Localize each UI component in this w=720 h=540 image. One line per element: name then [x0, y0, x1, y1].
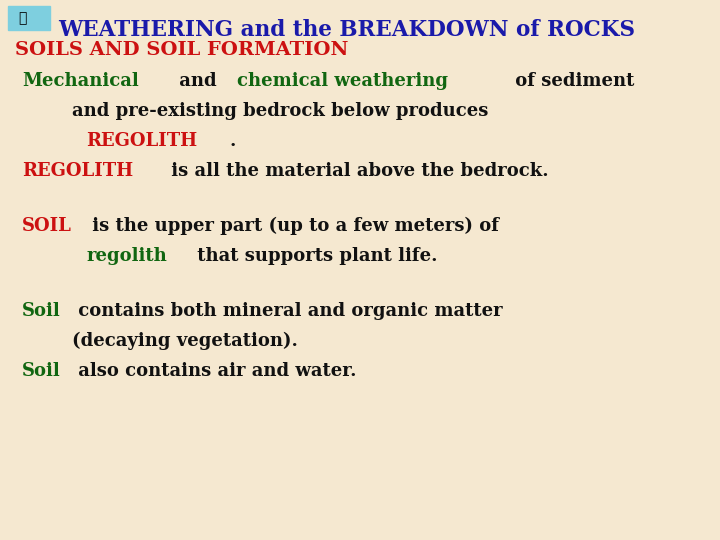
Text: (decaying vegetation).: (decaying vegetation). — [22, 332, 298, 350]
Text: contains both mineral and organic matter: contains both mineral and organic matter — [72, 302, 503, 320]
Text: Soil: Soil — [22, 362, 60, 380]
Text: regolith: regolith — [86, 247, 167, 265]
Bar — [8, 6, 50, 30]
Text: is all the material above the bedrock.: is all the material above the bedrock. — [166, 162, 549, 180]
Text: REGOLITH: REGOLITH — [86, 132, 198, 150]
Text: of sediment: of sediment — [509, 72, 634, 90]
Text: REGOLITH: REGOLITH — [22, 162, 133, 180]
Text: that supports plant life.: that supports plant life. — [191, 247, 437, 265]
Text: WEATHERING and the BREAKDOWN of ROCKS: WEATHERING and the BREAKDOWN of ROCKS — [58, 19, 635, 41]
Text: and pre-existing bedrock below produces: and pre-existing bedrock below produces — [22, 102, 488, 120]
Text: Soil: Soil — [22, 302, 60, 320]
Text: Mechanical: Mechanical — [22, 72, 139, 90]
Text: SOILS AND SOIL FORMATION: SOILS AND SOIL FORMATION — [15, 41, 348, 59]
Text: also contains air and water.: also contains air and water. — [72, 362, 356, 380]
Text: SOIL: SOIL — [22, 217, 72, 235]
Text: and: and — [173, 72, 222, 90]
Text: .: . — [230, 132, 236, 150]
Text: 🧍: 🧍 — [18, 11, 27, 25]
Text: chemical weathering: chemical weathering — [237, 72, 448, 90]
Text: is the upper part (up to a few meters) of: is the upper part (up to a few meters) o… — [86, 217, 500, 235]
